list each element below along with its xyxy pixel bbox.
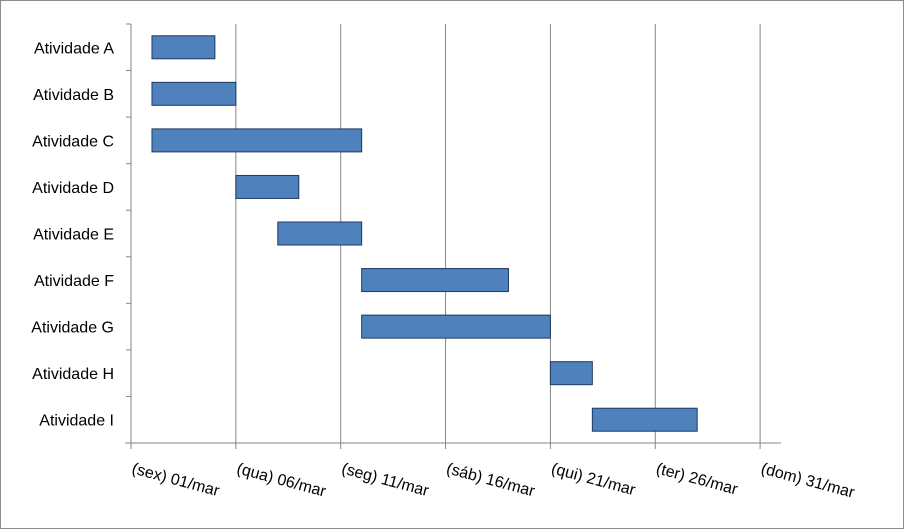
gantt-bar xyxy=(151,35,216,60)
gantt-bar xyxy=(151,81,237,106)
category-label: Atividade B xyxy=(33,87,114,104)
x-tick-label: (seg) 11/mar xyxy=(340,460,432,500)
x-tick-label: (ter) 26/mar xyxy=(654,460,740,498)
x-tick-label: (sex) 01/mar xyxy=(130,460,222,500)
category-label: Atividade I xyxy=(39,413,114,430)
x-tick-label: (qua) 06/mar xyxy=(235,460,329,500)
gantt-bar xyxy=(361,268,509,293)
category-label: Atividade G xyxy=(31,320,114,337)
gantt-bar xyxy=(277,221,363,246)
category-label: Atividade A xyxy=(34,40,114,57)
x-tick-label: (sáb) 16/mar xyxy=(445,460,538,500)
x-tick-label: (qui) 21/mar xyxy=(549,460,637,499)
gantt-bar xyxy=(235,174,300,199)
category-label: Atividade H xyxy=(32,366,114,383)
gantt-bar xyxy=(591,407,698,432)
category-label: Atividade D xyxy=(32,180,114,197)
gantt-bar xyxy=(151,128,363,153)
category-label: Atividade C xyxy=(32,133,114,150)
category-label: Atividade F xyxy=(34,273,114,290)
x-tick-label: (dom) 31/mar xyxy=(759,460,857,501)
gantt-bar xyxy=(361,314,551,339)
gantt-bar xyxy=(549,361,593,386)
category-label: Atividade E xyxy=(33,227,114,244)
